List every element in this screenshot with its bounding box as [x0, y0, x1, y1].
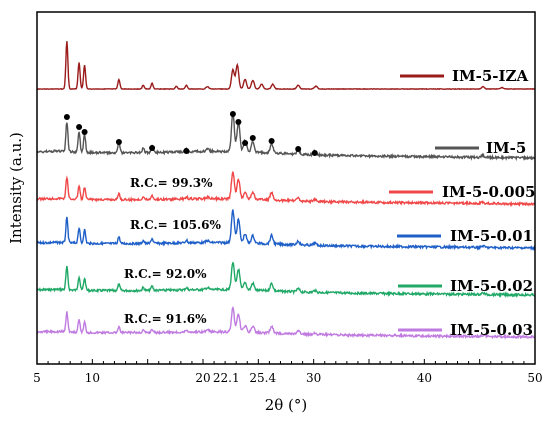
x-tick-label: 22.1	[213, 371, 240, 385]
x-tick-label: 20	[195, 371, 210, 385]
x-tick-label: 25.4	[249, 371, 276, 385]
x-axis-ticks: 5 10 20 22.1 25.4 30 40 50	[33, 359, 543, 385]
peak-marker-dot	[183, 148, 190, 154]
peak-marker-dot	[311, 150, 318, 156]
legend-label-im-5-0.02: IM-5-0.02	[450, 277, 533, 295]
peak-marker-dot	[149, 145, 156, 151]
rc-label-im-5-0.02: R.C.= 92.0%	[124, 267, 207, 281]
legend-label-im-5-iza: IM-5-IZA	[452, 67, 528, 85]
legend-label-im-5: IM-5	[486, 139, 526, 157]
peak-marker-dot	[242, 140, 249, 146]
plot-frame	[36, 11, 536, 365]
legend: IM-5-IZA IM-5 IM-5-0.005 IM-5-0.01 IM-5-0.02…	[389, 67, 535, 339]
peak-marker-dot	[115, 139, 122, 145]
trace-im-5-0.02	[36, 261, 536, 299]
x-tick-label: 40	[417, 371, 432, 385]
x-tick-label: 5	[33, 371, 41, 385]
peak-marker-dot	[295, 146, 302, 152]
legend-label-im-5-0.03: IM-5-0.03	[450, 321, 533, 339]
y-axis-title: Intensity (a.u.)	[7, 132, 25, 244]
trace-im-5-0.005	[36, 171, 536, 207]
peak-marker-dot	[63, 114, 70, 120]
peak-markers	[63, 111, 318, 156]
trace-im-5-0.03	[36, 305, 536, 341]
rc-label-im-5-0.005: R.C.= 99.3%	[130, 176, 213, 190]
plot-traces	[36, 41, 536, 341]
x-tick-label: 10	[85, 371, 100, 385]
legend-label-im-5-0.01: IM-5-0.01	[450, 227, 533, 245]
trace-im-5-iza	[36, 41, 536, 91]
rc-labels: R.C.= 99.3% R.C.= 105.6% R.C.= 92.0% R.C.= …	[124, 176, 221, 326]
x-tick-label: 30	[306, 371, 321, 385]
rc-label-im-5-0.01: R.C.= 105.6%	[130, 218, 221, 232]
trace-im-5-0.01	[36, 209, 536, 252]
legend-label-im-5-0.005: IM-5-0.005	[442, 183, 535, 201]
x-axis-title: 2θ (°)	[265, 396, 308, 414]
peak-marker-dot	[76, 124, 83, 130]
peak-marker-dot	[268, 138, 275, 144]
peak-marker-dot	[235, 119, 242, 125]
rc-label-im-5-0.03: R.C.= 91.6%	[124, 312, 207, 326]
peak-marker-dot	[249, 135, 256, 141]
peak-marker-dot	[81, 129, 88, 135]
peak-marker-dot	[229, 111, 236, 117]
trace-im-5	[36, 111, 536, 162]
x-tick-label: 50	[527, 371, 542, 385]
